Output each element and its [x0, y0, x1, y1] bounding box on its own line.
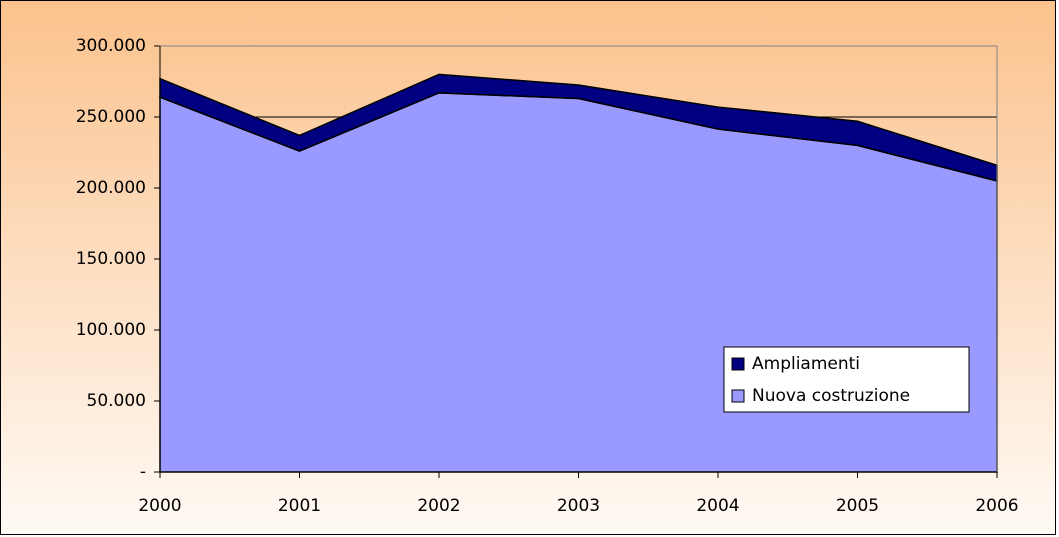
- x-tick-label: 2003: [557, 496, 600, 516]
- legend-label: Nuova costruzione: [752, 386, 910, 406]
- legend-swatch: [731, 389, 745, 403]
- legend-swatch: [731, 357, 745, 371]
- y-tick-label: 100.000: [76, 320, 146, 340]
- y-tick-label: -: [140, 462, 146, 482]
- x-tick-label: 2005: [836, 496, 879, 516]
- x-tick-label: 2004: [696, 496, 739, 516]
- y-tick-label: 150.000: [76, 249, 146, 269]
- y-tick-label: 250.000: [76, 107, 146, 127]
- x-tick-label: 2006: [975, 496, 1018, 516]
- legend-label: Ampliamenti: [752, 354, 860, 374]
- y-tick-label: 50.000: [87, 391, 146, 411]
- y-tick-label: 300.000: [76, 36, 146, 56]
- x-tick-label: 2000: [138, 496, 181, 516]
- y-tick-label: 200.000: [76, 178, 146, 198]
- x-tick-label: 2002: [417, 496, 460, 516]
- x-tick-label: 2001: [278, 496, 321, 516]
- area: [159, 92, 998, 473]
- legend-box: [723, 346, 970, 413]
